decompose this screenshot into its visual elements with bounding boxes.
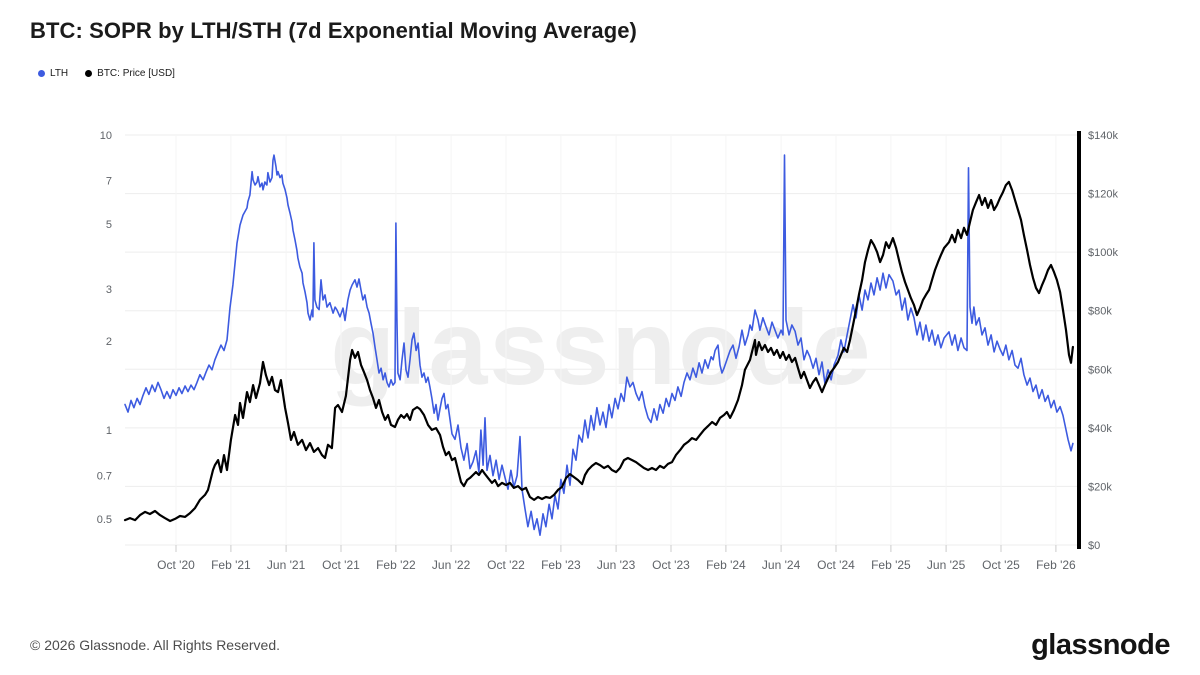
left-tick-label: 3 bbox=[106, 284, 112, 296]
right-tick-label: $120k bbox=[1088, 189, 1118, 201]
x-tick-label: Jun '21 bbox=[267, 558, 306, 572]
chart-legend: LTH BTC: Price [USD] bbox=[38, 68, 175, 79]
glassnode-logo: glassnode bbox=[1031, 629, 1170, 661]
x-tick-label: Feb '21 bbox=[211, 558, 251, 572]
x-tick-label: Feb '24 bbox=[706, 558, 746, 572]
lth-sopr-line bbox=[124, 154, 1074, 537]
left-tick-label: 7 bbox=[106, 176, 112, 188]
x-tick-label: Feb '25 bbox=[871, 558, 911, 572]
page-title: BTC: SOPR by LTH/STH (7d Exponential Mov… bbox=[30, 18, 637, 43]
legend-item-label: LTH bbox=[50, 68, 69, 79]
x-tick-label: Oct '25 bbox=[982, 558, 1020, 572]
x-tick-label: Oct '22 bbox=[487, 558, 525, 572]
x-tick-label: Feb '22 bbox=[376, 558, 416, 572]
legend-item-btc-price[interactable]: BTC: Price [USD] bbox=[85, 68, 175, 79]
legend-item-lth[interactable]: LTH bbox=[38, 68, 68, 79]
x-tick-label: Jun '22 bbox=[432, 558, 471, 572]
left-tick-label: 2 bbox=[106, 336, 112, 348]
x-tick-label: Jun '25 bbox=[927, 558, 966, 572]
btc-price-series-dot-icon bbox=[85, 70, 93, 77]
left-tick-label: 10 bbox=[100, 130, 112, 142]
right-tick-label: $140k bbox=[1088, 130, 1118, 142]
right-tick-label: $40k bbox=[1088, 423, 1112, 435]
left-tick-label: 5 bbox=[106, 219, 112, 231]
right-tick-label: $80k bbox=[1088, 306, 1112, 318]
x-tick-label: Jun '23 bbox=[597, 558, 636, 572]
right-tick-label: $20k bbox=[1088, 481, 1112, 493]
right-tick-label: $60k bbox=[1088, 364, 1112, 376]
x-tick-label: Feb '23 bbox=[541, 558, 581, 572]
right-tick-label: $0 bbox=[1088, 540, 1100, 552]
x-tick-label: Jun '24 bbox=[762, 558, 801, 572]
legend-item-label: BTC: Price [USD] bbox=[97, 68, 175, 79]
x-tick-label: Oct '24 bbox=[817, 558, 855, 572]
x-tick-label: Oct '23 bbox=[652, 558, 690, 572]
x-tick-label: Oct '21 bbox=[322, 558, 360, 572]
left-tick-label: 1 bbox=[106, 425, 112, 437]
lth-series-dot-icon bbox=[38, 70, 45, 77]
right-tick-label: $100k bbox=[1088, 247, 1118, 259]
btc-price-line bbox=[123, 180, 1075, 523]
left-tick-label: 0.7 bbox=[97, 471, 112, 483]
x-tick-label: Feb '26 bbox=[1036, 558, 1076, 572]
left-tick-label: 0.5 bbox=[97, 514, 112, 526]
glassnode-watermark: glassnode bbox=[330, 289, 873, 407]
x-tick-label: Oct '20 bbox=[157, 558, 195, 572]
copyright-text: © 2026 Glassnode. All Rights Reserved. bbox=[30, 637, 281, 653]
